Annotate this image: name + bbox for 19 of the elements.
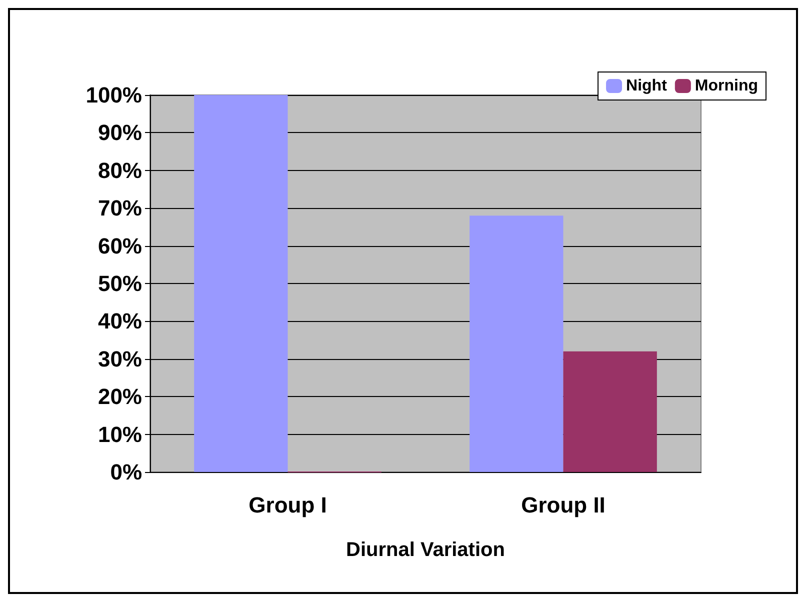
y-tick-label: 60% (98, 233, 142, 258)
y-tick-label: 70% (98, 196, 142, 221)
legend-label: Night (626, 78, 668, 94)
y-tick-label: 50% (98, 271, 142, 296)
x-tick-label: Group II (521, 492, 606, 518)
bar (563, 351, 657, 472)
x-axis-title: Diurnal Variation (346, 539, 505, 561)
legend-label: Morning (694, 78, 758, 94)
bar (194, 95, 288, 472)
y-tick-label: 40% (98, 308, 142, 334)
y-tick-label: 90% (98, 120, 142, 146)
y-tick-label: 20% (98, 384, 142, 410)
y-tick-label: 100% (86, 82, 142, 108)
y-tick-label: 80% (98, 158, 142, 183)
y-tick-label: 10% (98, 422, 142, 447)
y-tick-label: 0% (110, 460, 142, 484)
bar (470, 216, 564, 472)
y-tick-label: 30% (98, 346, 142, 372)
x-tick-label: Group I (248, 492, 327, 518)
